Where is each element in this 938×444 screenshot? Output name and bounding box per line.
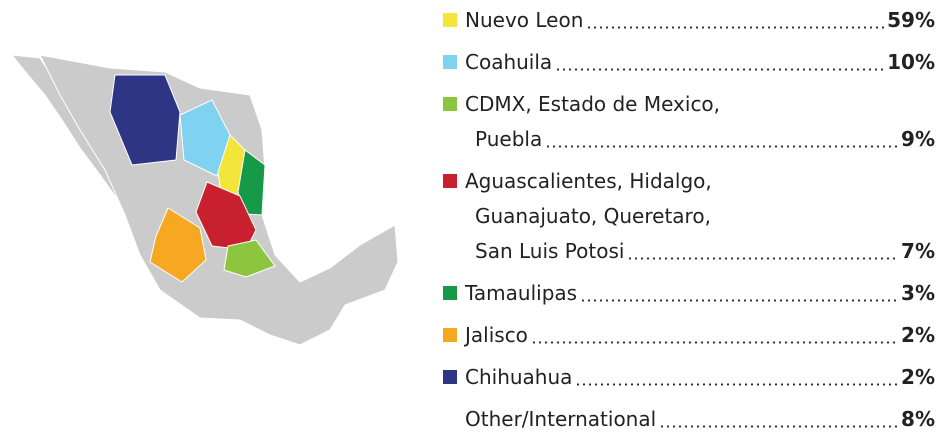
legend-line: Puebla 9% xyxy=(443,122,935,157)
legend-label: CDMX, Estado de Mexico, xyxy=(465,92,721,116)
legend-line: CDMX, Estado de Mexico, xyxy=(443,87,935,122)
legend-value: 10% xyxy=(887,50,935,74)
leader-dots xyxy=(545,145,899,148)
legend-label: Chihuahua xyxy=(465,365,573,389)
map xyxy=(10,54,399,346)
legend-value: 8% xyxy=(901,407,935,431)
region-cdmx xyxy=(223,239,276,278)
leader-dots xyxy=(627,257,899,260)
legend-item: Other/International 8% xyxy=(443,402,935,437)
legend-line: San Luis Potosi 7% xyxy=(443,234,935,269)
legend-line: Nuevo Leon 59% xyxy=(443,3,935,38)
region-chihuahua xyxy=(109,74,181,166)
legend-value: 7% xyxy=(901,239,935,263)
leader-dots xyxy=(555,68,885,71)
leader-dots xyxy=(580,299,899,302)
legend-label: Other/International xyxy=(465,407,657,431)
legend-item: CDMX, Estado de Mexico, Puebla 9% xyxy=(443,87,935,157)
legend-item: Tamaulipas 3% xyxy=(443,276,935,311)
legend-value: 2% xyxy=(901,365,935,389)
legend-value: 9% xyxy=(901,127,935,151)
legend-swatch xyxy=(443,174,457,188)
legend-label: Guanajuato, Queretaro, xyxy=(475,204,711,228)
legend-swatch xyxy=(443,370,457,384)
legend-label: Tamaulipas xyxy=(465,281,578,305)
legend-swatch xyxy=(443,97,457,111)
leader-dots xyxy=(659,425,899,428)
legend-value: 3% xyxy=(901,281,935,305)
legend-item: Nuevo Leon 59% xyxy=(443,3,935,38)
legend-line: Chihuahua 2% xyxy=(443,360,935,395)
legend-swatch xyxy=(443,286,457,300)
legend-line: Other/International 8% xyxy=(443,402,935,437)
page: Nuevo Leon 59% Coahuila 10% CDMX, Estado de … xyxy=(10,8,935,431)
legend-swatch xyxy=(443,13,457,27)
legend-line: Coahuila 10% xyxy=(443,45,935,80)
region-tamaulipas xyxy=(237,149,266,216)
legend-value: 2% xyxy=(901,323,935,347)
legend-label: Puebla xyxy=(475,127,543,151)
legend-item: Chihuahua 2% xyxy=(443,360,935,395)
legend-label: Nuevo Leon xyxy=(465,8,584,32)
legend: Nuevo Leon 59% Coahuila 10% CDMX, Estado de … xyxy=(443,3,935,444)
legend-label: San Luis Potosi xyxy=(475,239,625,263)
legend-value: 59% xyxy=(887,8,935,32)
legend-line: Guanajuato, Queretaro, xyxy=(443,199,935,234)
legend-item: Aguascalientes, Hidalgo, Guanajuato, Quer… xyxy=(443,164,935,269)
legend-item: Jalisco 2% xyxy=(443,318,935,353)
legend-line: Tamaulipas 3% xyxy=(443,276,935,311)
legend-line: Aguascalientes, Hidalgo, xyxy=(443,164,935,199)
legend-swatch xyxy=(443,55,457,69)
legend-label: Coahuila xyxy=(465,50,553,74)
legend-line: Jalisco 2% xyxy=(443,318,935,353)
legend-swatch xyxy=(443,328,457,342)
leader-dots xyxy=(586,26,885,29)
region-jalisco xyxy=(149,207,207,283)
leader-dots xyxy=(575,383,899,386)
leader-dots xyxy=(530,341,899,344)
legend-label: Jalisco xyxy=(465,323,528,347)
legend-label: Aguascalientes, Hidalgo, xyxy=(465,169,712,193)
legend-item: Coahuila 10% xyxy=(443,45,935,80)
